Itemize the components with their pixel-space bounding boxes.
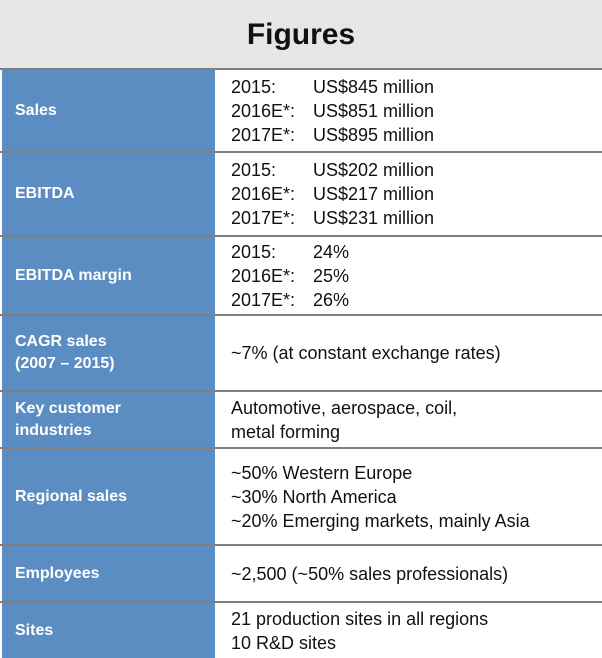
row-label: Sites xyxy=(2,603,215,658)
table-row-cagr-sales: CAGR sales (2007 – 2015) ~7% (at constan… xyxy=(0,314,602,390)
row-value: 2015: 24% 2016E*: 25% 2017E*: 26% xyxy=(217,237,602,314)
row-label: EBITDA margin xyxy=(2,237,215,314)
table-row-regional-sales: Regional sales ~50% Western Europe ~30% … xyxy=(0,447,602,544)
page-title: Figures xyxy=(246,18,356,51)
value-line: 2015: US$845 million xyxy=(231,76,435,97)
table-row-ebitda: EBITDA 2015: US$202 million 2016E*: US$217… xyxy=(0,151,602,235)
table-row-employees: Employees ~2,500 (~50% sales professiona… xyxy=(0,544,602,601)
value-line: ~50% Western Europe xyxy=(231,462,413,483)
row-value: 21 production sites in all regions 10 R&… xyxy=(217,603,602,658)
row-value: Automotive, aerospace, coil, metal formi… xyxy=(217,392,602,447)
value-line: ~20% Emerging markets, mainly Asia xyxy=(231,510,530,531)
row-value: ~7% (at constant exchange rates) xyxy=(217,316,602,390)
table-row-key-customer-industries: Key customer industries Automotive, aero… xyxy=(0,390,602,447)
row-label: CAGR sales (2007 – 2015) xyxy=(2,316,215,390)
table-row-ebitda-margin: EBITDA margin 2015: 24% 2016E*: 25% 2017E*… xyxy=(0,235,602,314)
value-line: ~7% (at constant exchange rates) xyxy=(231,343,501,363)
table-row-sites: Sites 21 production sites in all regions… xyxy=(0,601,602,658)
value-line: Automotive, aerospace, coil, xyxy=(231,397,458,418)
value-line: metal forming xyxy=(231,421,341,442)
value-line: 21 production sites in all regions xyxy=(231,608,489,629)
value-line: 2016E*: US$851 million xyxy=(231,100,435,121)
value-line: 2015: 24% xyxy=(231,241,350,262)
row-label: Key customer industries xyxy=(2,392,215,447)
row-label: Sales xyxy=(2,70,215,151)
value-line: 2016E*: US$217 million xyxy=(231,184,435,204)
value-line: 2017E*: 26% xyxy=(231,289,350,310)
value-line: ~2,500 (~50% sales professionals) xyxy=(231,563,509,584)
value-line: 10 R&D sites xyxy=(231,632,337,653)
row-value: 2015: US$845 million 2016E*: US$851 millio… xyxy=(217,70,602,151)
row-value: 2015: US$202 million 2016E*: US$217 millio… xyxy=(217,153,602,235)
row-label: Employees xyxy=(2,546,215,601)
row-value: ~2,500 (~50% sales professionals) xyxy=(217,546,602,601)
row-label: Regional sales xyxy=(2,449,215,544)
row-value: ~50% Western Europe ~30% North America ~… xyxy=(217,449,602,544)
row-label: EBITDA xyxy=(2,153,215,235)
value-line: 2017E*: US$895 million xyxy=(231,124,435,145)
value-line: 2015: US$202 million xyxy=(231,160,435,180)
figures-header: Figures xyxy=(0,0,602,68)
value-line: 2016E*: 25% xyxy=(231,265,350,286)
value-line: 2017E*: US$231 million xyxy=(231,208,435,228)
value-line: ~30% North America xyxy=(231,486,397,507)
table-row-sales: Sales 2015: US$845 million 2016E*: US$851 … xyxy=(0,68,602,151)
